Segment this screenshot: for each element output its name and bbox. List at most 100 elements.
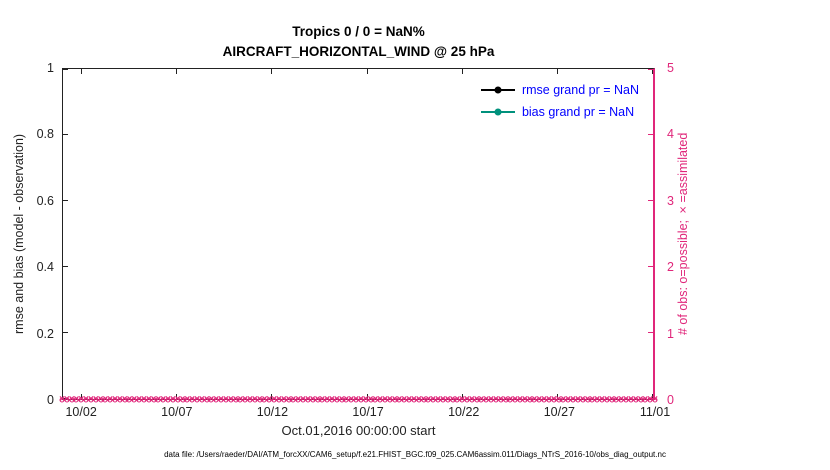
obs-possible-marker: [493, 397, 499, 403]
obs-assimilated-marker: ×: [464, 394, 470, 405]
obs-assimilated-marker: ×: [386, 394, 393, 405]
obs-assimilated-marker: ×: [357, 394, 364, 405]
obs-assimilated-marker: ×: [314, 394, 321, 405]
obs-possible-marker: [580, 397, 586, 403]
y-tick-label: 0.8: [36, 127, 54, 142]
chart-title: Tropics 0 / 0 = NaN%: [292, 24, 425, 39]
obs-assimilated-marker: ×: [420, 394, 427, 405]
obs-assimilated-marker: ×: [603, 394, 610, 405]
legend: rmse grand pr = NaN bias grand pr = NaN: [480, 83, 639, 119]
y-tick-mark: [63, 69, 68, 70]
obs-possible-marker: [64, 397, 70, 403]
obs-possible-marker: [406, 397, 412, 403]
obs-possible-marker: [623, 397, 629, 403]
obs-possible-marker: [503, 397, 509, 403]
obs-assimilated-marker: ×: [198, 394, 205, 405]
obs-possible-marker: [228, 397, 234, 403]
obs-possible-marker: [435, 397, 441, 403]
y-tick-label: 5: [667, 61, 674, 75]
y-tick-label: 3: [667, 193, 674, 208]
obs-possible-marker: [102, 397, 108, 403]
obs-possible-marker: [464, 397, 470, 403]
obs-assimilated-marker: ×: [623, 394, 629, 405]
obs-assimilated-marker: ×: [627, 394, 634, 405]
obs-possible-marker: [170, 397, 176, 403]
obs-assimilated-marker: ×: [59, 394, 65, 405]
obs-assimilated-marker: ×: [618, 394, 625, 405]
obs-assimilated-marker: ×: [242, 394, 249, 405]
obs-possible-marker: [531, 397, 537, 403]
obs-possible-marker: [83, 397, 89, 403]
obs-assimilated-marker: ×: [73, 394, 80, 405]
obs-possible-marker: [363, 397, 369, 403]
obs-possible-marker: [392, 397, 398, 403]
obs-assimilated-marker: ×: [169, 394, 176, 405]
obs-assimilated-marker: ×: [232, 394, 239, 405]
obs-possible-marker: [358, 397, 364, 403]
y-tick-mark: [63, 200, 68, 201]
obs-possible-marker: [652, 397, 658, 403]
x-tick-mark: [176, 69, 178, 74]
obs-assimilated-marker: ×: [256, 394, 263, 405]
obs-possible-marker: [286, 397, 292, 403]
obs-assimilated-marker: ×: [88, 394, 94, 405]
x-tick-label: 11/01: [639, 405, 671, 419]
obs-possible-marker: [266, 397, 272, 403]
legend-marker-icon: [494, 86, 502, 94]
obs-possible-marker: [315, 397, 321, 403]
obs-possible-marker: [517, 397, 523, 403]
x-tick-mark: [652, 394, 653, 399]
obs-possible-marker: [59, 397, 65, 403]
obs-possible-marker: [88, 397, 94, 403]
x-tick-label: 10/07: [161, 405, 193, 419]
obs-assimilated-marker: ×: [107, 394, 114, 405]
obs-possible-marker: [474, 397, 480, 403]
y-tick-mark: [648, 200, 653, 201]
obs-assimilated-marker: ×: [63, 394, 70, 405]
x-tick-mark: [556, 69, 558, 74]
obs-possible-marker: [459, 397, 465, 403]
obs-assimilated-marker: ×: [247, 394, 253, 405]
obs-assimilated-marker: ×: [112, 394, 118, 405]
obs-possible-marker: [396, 397, 402, 403]
obs-possible-marker: [613, 397, 619, 403]
legend-line-sample-bias: [480, 108, 515, 116]
obs-assimilated-marker: ×: [213, 394, 220, 405]
obs-possible-marker: [175, 397, 181, 403]
obs-possible-marker: [541, 397, 547, 403]
obs-assimilated-marker: ×: [309, 394, 316, 405]
obs-assimilated-marker: ×: [492, 394, 499, 405]
obs-possible-marker: [628, 397, 634, 403]
obs-assimilated-marker: ×: [174, 394, 181, 405]
y-tick-mark: [648, 266, 653, 267]
obs-possible-marker: [642, 397, 648, 403]
obs-possible-marker: [421, 397, 427, 403]
obs-possible-marker: [131, 397, 137, 403]
x-tick-mark: [652, 69, 653, 74]
obs-possible-marker: [382, 397, 388, 403]
obs-assimilated-marker: ×: [560, 394, 567, 405]
obs-assimilated-marker: ×: [449, 394, 456, 405]
obs-possible-marker: [189, 397, 195, 403]
obs-assimilated-marker: ×: [652, 394, 658, 405]
obs-possible-marker: [213, 397, 219, 403]
obs-assimilated-marker: ×: [68, 394, 75, 405]
obs-assimilated-marker: ×: [647, 394, 654, 405]
obs-possible-marker: [184, 397, 190, 403]
obs-possible-marker: [416, 397, 422, 403]
obs-assimilated-marker: ×: [473, 394, 480, 405]
obs-assimilated-marker: ×: [329, 394, 335, 405]
obs-possible-marker: [324, 397, 330, 403]
obs-assimilated-marker: ×: [362, 394, 369, 405]
obs-possible-marker: [609, 397, 615, 403]
obs-possible-marker: [556, 397, 562, 403]
obs-possible-marker: [257, 397, 263, 403]
obs-assimilated-marker: ×: [468, 394, 475, 405]
obs-possible-marker: [233, 397, 239, 403]
obs-possible-marker: [329, 397, 335, 403]
obs-assimilated-marker: ×: [478, 394, 485, 405]
obs-possible-marker: [638, 397, 644, 403]
plot-area: rmse grand pr = NaN bias grand pr = NaN: [62, 68, 655, 400]
obs-assimilated-marker: ×: [160, 394, 167, 405]
obs-possible-marker: [281, 397, 287, 403]
